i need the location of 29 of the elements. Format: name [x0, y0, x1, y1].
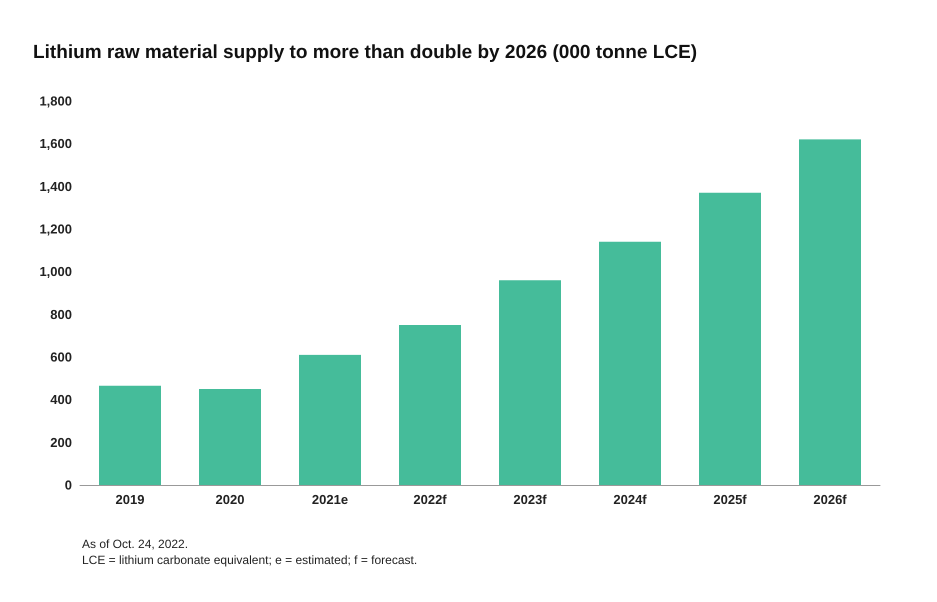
y-tick-label: 400: [50, 392, 72, 408]
x-tick-label: 2021e: [312, 492, 348, 507]
text: LCE = lithium carbonate equivalent; e = estimated; f = forecast.: [82, 552, 418, 568]
bar: [299, 354, 361, 485]
bar: [399, 325, 461, 485]
bar: [199, 389, 261, 485]
y-tick-label: 1,400: [39, 178, 72, 194]
y-tick-label: 1,800: [39, 94, 72, 108]
y-tick-label: 200: [50, 434, 72, 450]
y-tick-label: 1,200: [39, 222, 72, 236]
x-tick-label: 2020: [216, 492, 244, 507]
x-tick-label: 2025f: [713, 492, 748, 507]
y-tick-label: 800: [50, 306, 72, 322]
y-tick-label: 0: [64, 478, 72, 492]
x-tick-label: 2023f: [513, 492, 548, 507]
x-tick-label: 2019: [116, 492, 144, 507]
bar: [799, 139, 861, 485]
y-tick-label: 1,000: [39, 264, 72, 280]
y-tick-label: 600: [50, 350, 72, 364]
y-tick-label: 1,600: [39, 136, 72, 152]
bar: [599, 242, 661, 485]
chart-title: Lithium raw material supply to more than double by 2026 (000 tonne LCE): [33, 42, 698, 63]
x-tick-label: 2022f: [413, 492, 448, 507]
bar: [699, 192, 761, 485]
text: As of Oct. 24, 2022.: [82, 536, 190, 552]
bar: [499, 280, 561, 485]
bar: [99, 386, 161, 485]
x-tick-label: 2026f: [813, 492, 848, 507]
x-tick-label: 2024f: [613, 492, 648, 507]
